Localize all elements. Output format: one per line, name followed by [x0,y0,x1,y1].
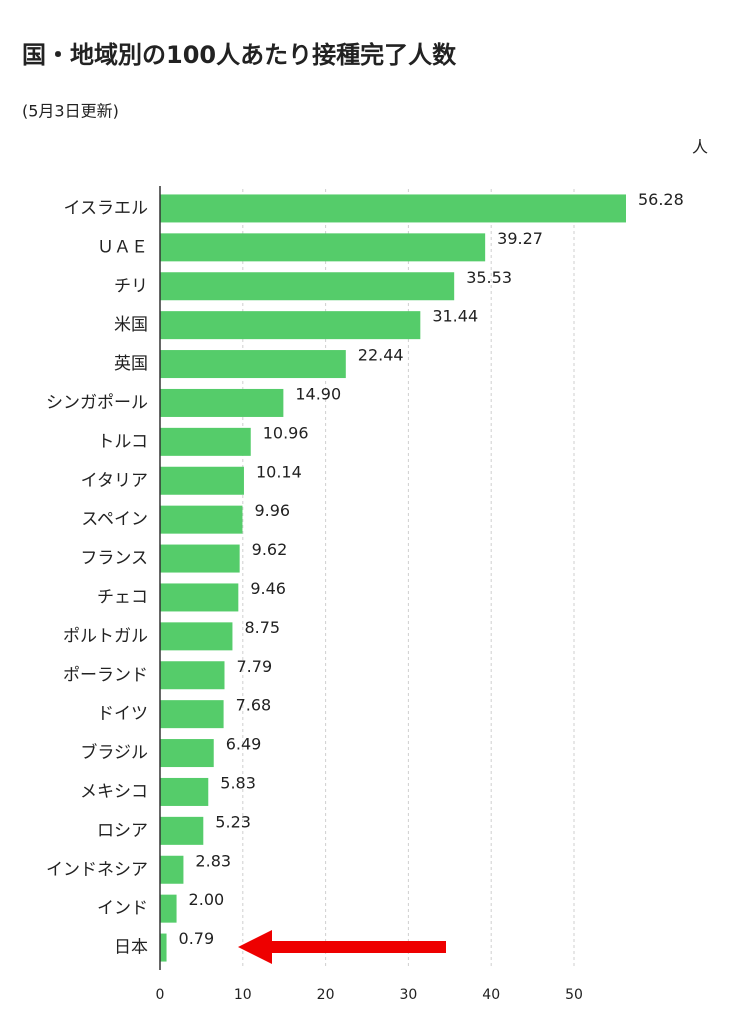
y-tick-label: トルコ [97,432,148,452]
x-tick-label: 0 [156,987,165,1003]
bar [160,661,225,690]
value-label: 35.53 [466,268,512,287]
x-tick-label: 20 [317,987,335,1003]
bar [160,894,177,923]
y-tick-label: ブラジル [80,742,148,763]
bar [160,466,244,495]
y-tick-label: 米国 [114,315,148,335]
y-tick-label: イスラエル [64,198,149,218]
bar [160,350,346,379]
value-label: 7.79 [237,657,273,676]
y-tick-label: ポーランド [63,665,148,685]
bar [160,816,204,845]
value-label: 31.44 [432,307,478,326]
bar [160,700,224,729]
arrow [238,930,446,964]
arrow-head [238,930,272,964]
x-tick-label: 10 [234,987,252,1003]
bar [160,622,233,651]
y-tick-label: 英国 [114,354,148,374]
bar [160,777,209,806]
value-label: 39.27 [497,229,543,248]
y-tick-label: 日本 [114,938,148,958]
value-label: 2.83 [195,851,231,870]
bar [160,505,243,534]
value-label: 9.62 [252,540,288,559]
chart-subtitle: (5月3日更新) [22,102,119,121]
value-label: 0.79 [179,929,215,948]
bar [160,427,251,456]
y-tick-label: インドネシア [46,860,148,880]
bar [160,583,239,612]
value-label: 22.44 [358,346,404,365]
value-label: 14.90 [295,384,341,403]
value-label: 5.83 [220,773,256,792]
y-tick-label: チェコ [97,587,148,607]
arrow-shaft [262,941,446,953]
value-label: 6.49 [226,735,262,754]
y-tick-label: チリ [114,276,148,296]
value-label: 10.96 [263,423,309,442]
bar [160,311,421,340]
value-label: 5.23 [215,812,251,831]
value-label: 8.75 [244,618,280,637]
y-tick-label: ポルトガル [63,626,148,646]
y-tick-label: メキシコ [80,782,148,802]
y-tick-label: ロシア [97,821,148,841]
bar [160,272,455,301]
chart-title: 国・地域別の100人あたり接種完了人数 [22,41,457,69]
bar [160,388,284,417]
value-label: 9.46 [250,579,286,598]
unit-label: 人 [692,138,708,157]
bar [160,544,240,573]
bar [160,233,486,262]
bar [160,933,167,962]
y-tick-label: フランス [80,549,148,569]
value-label: 56.28 [638,190,684,209]
bar [160,194,626,223]
value-label: 9.96 [254,501,290,520]
bar [160,739,214,768]
x-tick-label: 30 [399,987,417,1003]
value-label: 10.14 [256,462,302,481]
value-label: 7.68 [236,696,272,715]
x-tick-label: 40 [482,987,500,1003]
y-tick-label: ドイツ [97,704,148,724]
value-label: 2.00 [189,890,225,909]
y-tick-label: ＵＡＥ [97,237,148,257]
y-tick-label: シンガポール [46,393,148,413]
y-tick-label: イタリア [81,471,148,491]
y-tick-label: スペイン [81,510,148,530]
bar [160,855,184,884]
y-tick-label: インド [97,899,148,919]
x-tick-label: 50 [565,987,583,1003]
